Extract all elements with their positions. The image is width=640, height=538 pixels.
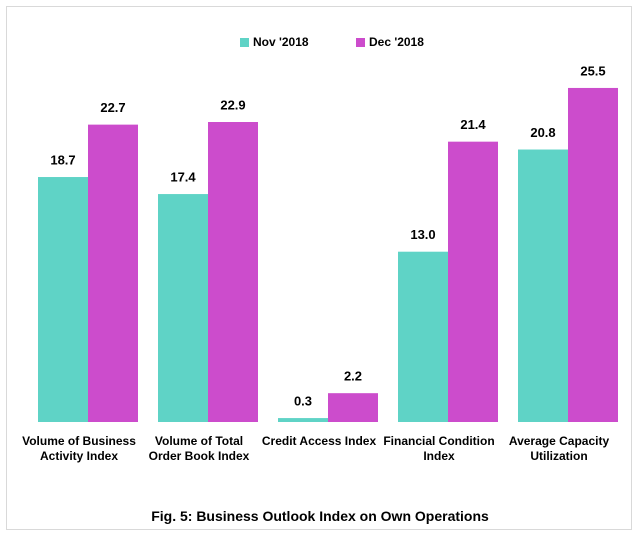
bar: [328, 393, 378, 422]
x-tick-label: Financial Condition Index: [383, 434, 495, 463]
legend-label: Dec '2018: [369, 35, 424, 49]
legend-swatch: [356, 38, 365, 47]
legend-label: Nov '2018: [253, 35, 309, 49]
bar: [398, 251, 448, 422]
legend-swatch: [240, 38, 249, 47]
chart-frame: [6, 6, 632, 530]
value-label: 25.5: [580, 63, 605, 78]
bar: [88, 124, 138, 422]
bar: [158, 194, 208, 422]
value-label: 0.3: [294, 394, 312, 409]
x-tick-label: Average Capacity Utilization: [508, 434, 610, 463]
value-label: 18.7: [50, 152, 75, 167]
value-label: 2.2: [344, 369, 362, 384]
value-label: 17.4: [170, 169, 196, 184]
bar: [278, 418, 328, 422]
bar: [518, 149, 568, 422]
bar: [448, 141, 498, 422]
value-label: 21.4: [460, 117, 486, 132]
chart-title: Fig. 5: Business Outlook Index on Own Op…: [151, 508, 489, 524]
x-tick-label: Volume of Total Order Book Index: [148, 434, 250, 463]
x-tick-label: Volume of Business Activity Index: [22, 434, 136, 463]
value-label: 13.0: [410, 227, 435, 242]
value-label: 22.9: [220, 97, 245, 112]
value-label: 22.7: [100, 100, 125, 115]
x-tick-label: Credit Access Index: [261, 434, 377, 448]
bar: [208, 122, 258, 422]
bar: [38, 177, 88, 422]
value-label: 20.8: [530, 125, 555, 140]
bar: [568, 87, 618, 422]
